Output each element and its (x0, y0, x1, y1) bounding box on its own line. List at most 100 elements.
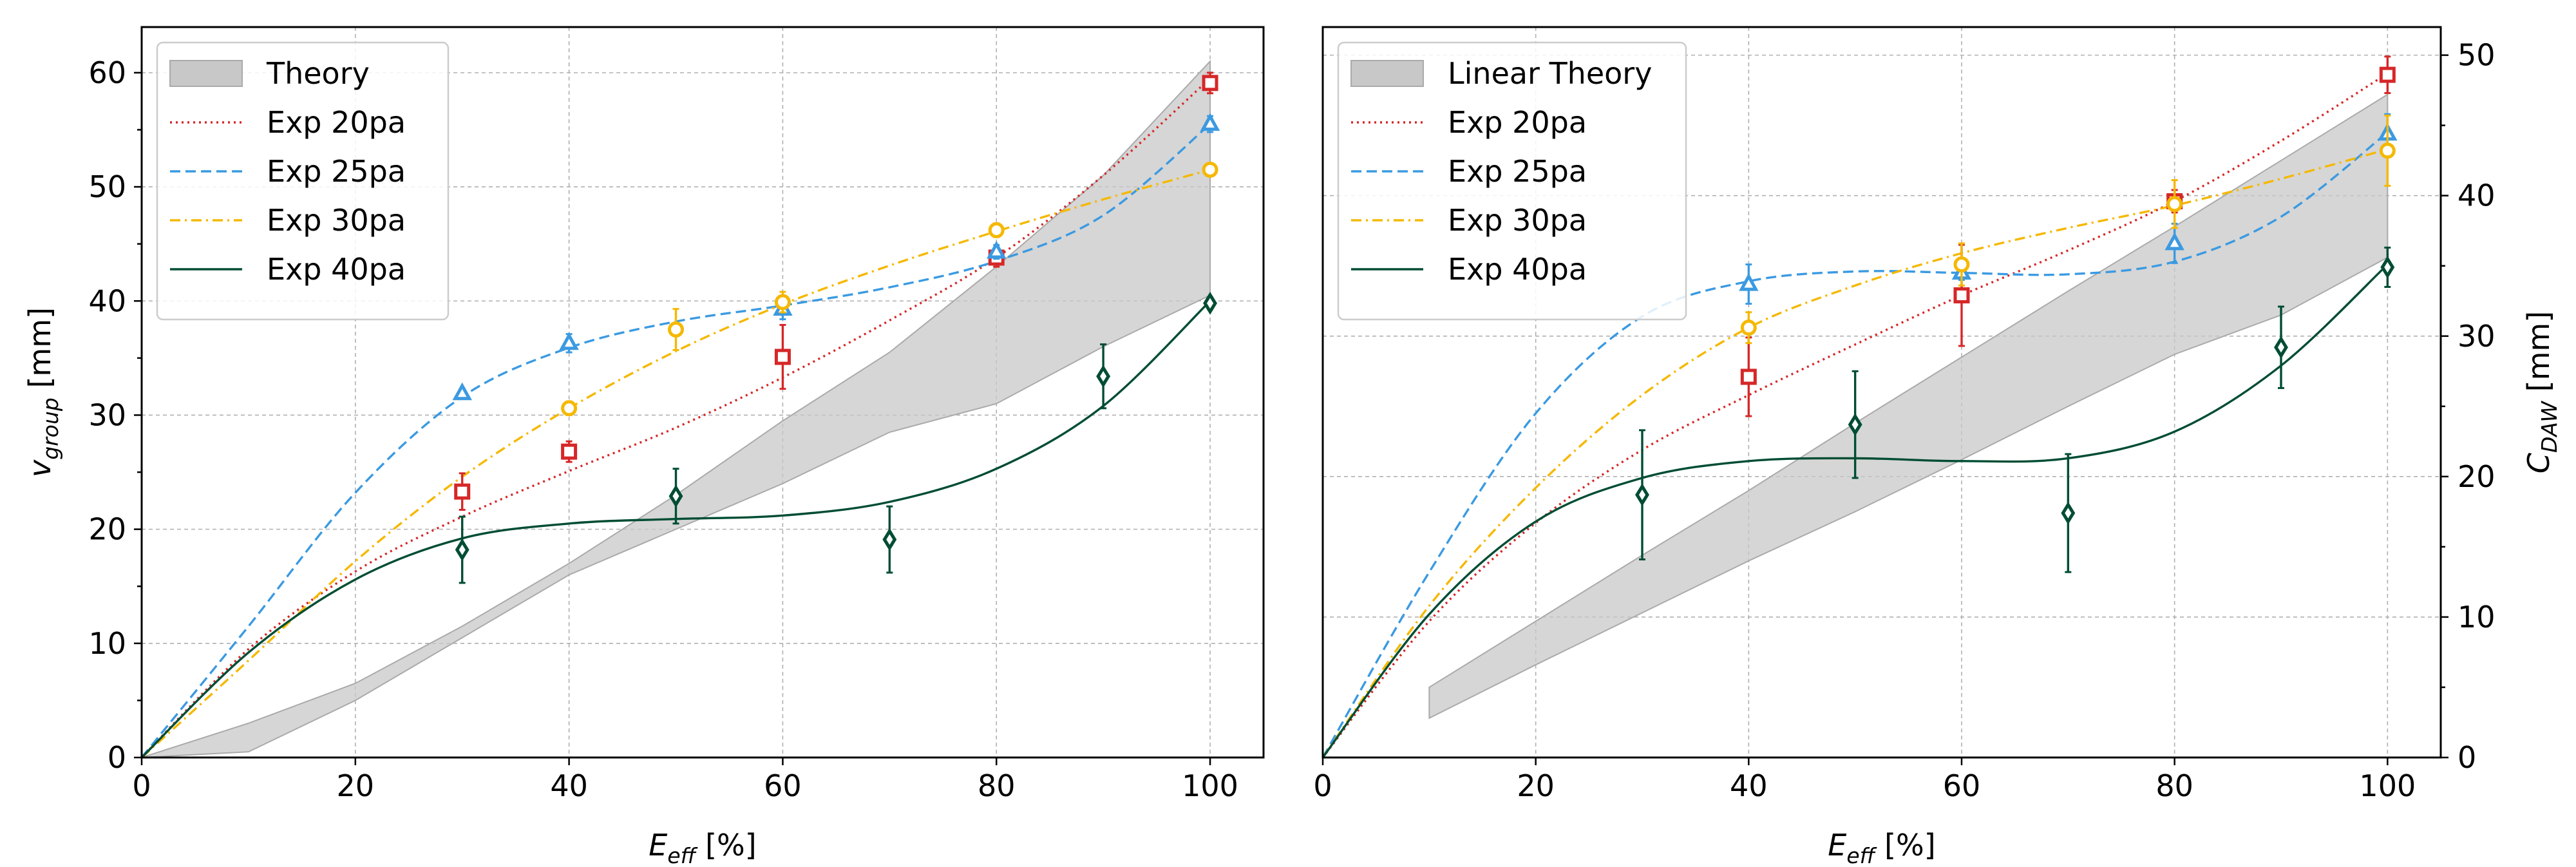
data-point (1740, 368, 1757, 385)
y-tick-label: 40 (88, 283, 126, 318)
x-tick-label: 40 (550, 768, 588, 803)
data-point (2380, 256, 2395, 279)
axes-frame (140, 26, 1265, 759)
data-point (561, 443, 578, 460)
theory-band (142, 59, 1211, 757)
x-axis-label-main: E (1828, 828, 1846, 862)
x-axis-label-sub: eff (667, 843, 697, 867)
data-point (987, 240, 1007, 259)
x-axis-label: Eeff [%] (649, 828, 756, 867)
data-point (668, 484, 683, 508)
data-point (2379, 66, 2396, 83)
data-point (2274, 336, 2288, 359)
data-point (2061, 501, 2076, 525)
data-point (1202, 161, 1218, 178)
x-tick-label: 60 (764, 768, 802, 803)
legend-box (156, 41, 450, 321)
x-tick-label: 80 (2155, 768, 2193, 803)
legend-label-series: Exp 25pa (1448, 154, 1587, 189)
y-tick-label: 20 (88, 512, 126, 547)
y-axis-label: vgroup [mm] (23, 307, 63, 477)
data-point (455, 538, 469, 562)
legend-label-theory: Theory (266, 56, 370, 91)
x-tick-label: 40 (1730, 768, 1768, 803)
legend-label-series: Exp 20pa (267, 105, 406, 140)
x-axis-label: Eeff [%] (1828, 828, 1935, 867)
data-point (1739, 272, 1759, 291)
legend: Linear Theory Exp 20pa Exp 25pa Exp 30pa Exp… (1337, 41, 1687, 321)
x-axis-label-unit: [%] (696, 828, 756, 862)
data-point (1096, 365, 1111, 388)
data-point (988, 222, 1005, 238)
y-axis-label-unit: [mm] (23, 307, 57, 397)
y-tick-label: 30 (2458, 319, 2496, 354)
data-point (1953, 287, 1970, 304)
data-point (774, 294, 791, 310)
legend-box (1337, 41, 1687, 321)
legend-label-series: Exp 30pa (1448, 203, 1587, 238)
x-tick-label: 20 (1517, 768, 1555, 803)
x-tick-label: 100 (1182, 768, 1238, 803)
x-tick-label: 80 (978, 768, 1016, 803)
x-tick-label: 0 (1313, 768, 1332, 803)
data-point (774, 348, 791, 365)
plot-area (1323, 55, 2398, 757)
legend-label-series: Exp 30pa (267, 203, 406, 238)
x-tick-label: 0 (132, 768, 151, 803)
y-tick-label: 50 (2458, 38, 2496, 73)
plot-area (142, 59, 1220, 757)
x-axis-label-main: E (649, 828, 667, 862)
legend-label-series: Exp 40pa (1448, 252, 1587, 287)
data-point (454, 483, 471, 500)
y-tick-label: 10 (88, 626, 126, 661)
x-tick-label: 100 (2359, 768, 2416, 803)
data-point (882, 528, 897, 551)
legend-swatch-theory (169, 60, 243, 87)
x-tick-label: 60 (1943, 768, 1981, 803)
legend: Theory Exp 20pa Exp 25pa Exp 30pa Exp 40pa (156, 41, 450, 321)
y-axis-label-main: C (2521, 453, 2556, 473)
data-point (668, 321, 685, 338)
series-line-exp-20pa (1323, 72, 2389, 757)
y-tick-label: 0 (2458, 740, 2476, 775)
data-point (559, 332, 579, 350)
right-chart-panel: 0 20 40 60 80 100 0 10 20 30 40 50 Eeff [%] CDAW [mm]… (1313, 26, 2562, 867)
series-line-exp-30pa (1323, 148, 2388, 757)
legend-label-theory: Linear Theory (1448, 56, 1652, 91)
y-axis-label-sub: group (38, 397, 63, 460)
y-tick-label: 10 (2458, 600, 2496, 634)
x-axis-label-sub: eff (1846, 843, 1877, 867)
data-point (1635, 483, 1649, 506)
legend-swatch-theory (1350, 60, 1424, 87)
series-line-exp-25pa (142, 123, 1211, 757)
series-line-exp-25pa (1323, 131, 2389, 757)
data-point (1740, 319, 1757, 336)
y-tick-label: 60 (88, 55, 126, 90)
y-tick-label: 30 (88, 397, 126, 432)
series-line-exp-30pa (142, 168, 1211, 757)
data-point (1203, 292, 1217, 315)
y-tick-label: 50 (88, 169, 126, 204)
data-point (2379, 142, 2396, 159)
x-tick-label: 20 (337, 768, 375, 803)
data-point (561, 400, 578, 417)
y-tick-label: 20 (2458, 459, 2496, 494)
data-point (2164, 232, 2184, 251)
data-point (1953, 256, 1970, 273)
data-point (1848, 413, 1862, 436)
legend-label-series: Exp 40pa (267, 252, 406, 287)
y-axis-label-sub: DAW (2537, 401, 2562, 453)
y-axis-label: CDAW [mm] (2521, 311, 2562, 473)
y-tick-label: 40 (2458, 178, 2496, 213)
x-axis-label-unit: [%] (1875, 828, 1935, 862)
y-axis-label-unit: [mm] (2521, 311, 2556, 401)
axes-frame (1321, 26, 2442, 759)
data-point (1200, 113, 1220, 131)
y-tick-label: 0 (108, 740, 126, 775)
data-point (1202, 75, 1218, 91)
legend-label-series: Exp 25pa (267, 154, 406, 189)
y-axis-label-main: v (23, 459, 57, 477)
data-point (2166, 196, 2183, 213)
